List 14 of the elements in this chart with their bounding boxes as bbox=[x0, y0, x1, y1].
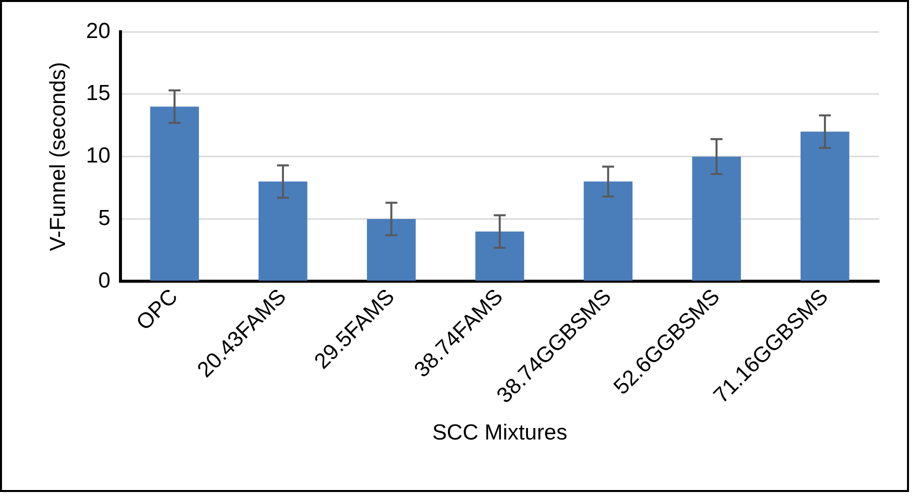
bar bbox=[800, 132, 850, 281]
y-tick-label: 20 bbox=[86, 18, 110, 43]
bar bbox=[475, 231, 524, 281]
bar bbox=[258, 182, 308, 281]
bar bbox=[150, 106, 199, 281]
y-tick-label: 0 bbox=[98, 267, 110, 292]
bar bbox=[692, 156, 741, 281]
y-tick-label: 15 bbox=[86, 80, 110, 106]
y-axis-title: V-Funnel (seconds) bbox=[44, 62, 70, 252]
bar bbox=[584, 182, 633, 281]
x-axis-title: SCC Mixtures bbox=[432, 419, 568, 444]
y-tick-label: 5 bbox=[98, 205, 110, 230]
bar bbox=[366, 219, 416, 281]
y-tick-label: 10 bbox=[86, 142, 110, 168]
